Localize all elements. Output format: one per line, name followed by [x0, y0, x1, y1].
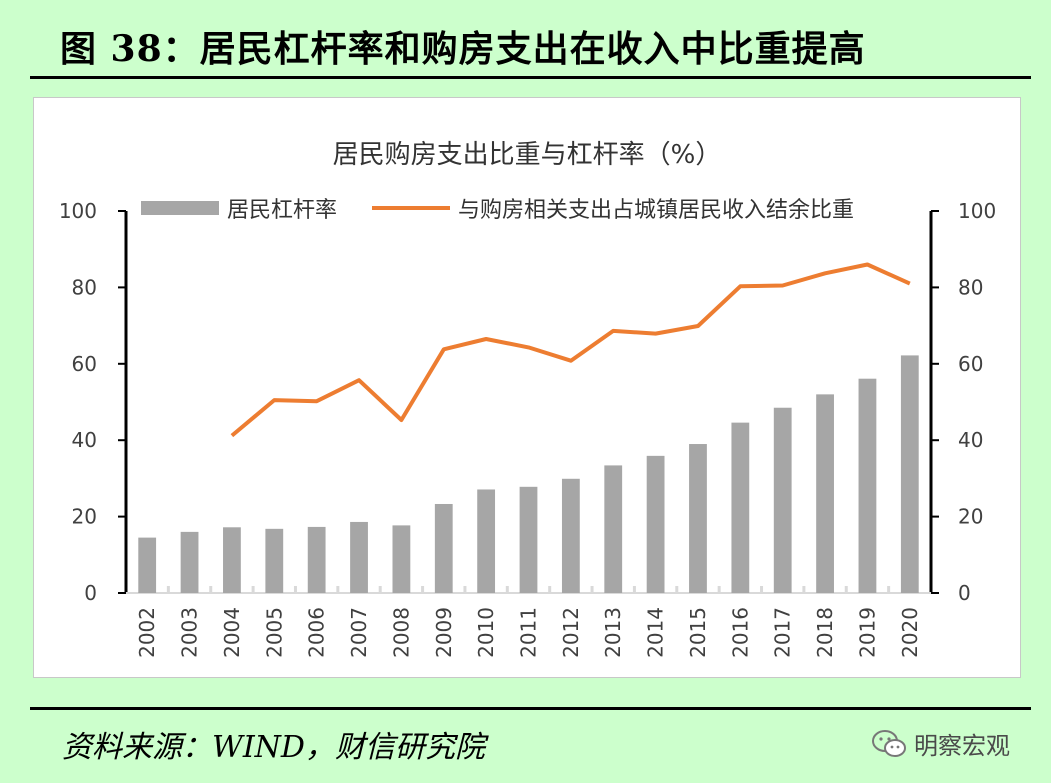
bar	[816, 394, 834, 593]
bar	[689, 444, 707, 593]
bar	[477, 489, 496, 593]
y-tick-label-right: 0	[958, 581, 971, 605]
x-tick-label: 2007	[347, 607, 371, 658]
x-tick-label: 2011	[517, 607, 541, 658]
bar	[265, 528, 284, 593]
y-tick-label-right: 60	[958, 352, 983, 376]
y-tick-label-left: 0	[84, 581, 97, 605]
legend-label-leverage: 居民杠杆率	[227, 198, 337, 223]
x-tick-label: 2015	[686, 607, 710, 658]
y-tick-label-left: 60	[72, 352, 97, 376]
bar	[604, 465, 623, 593]
wechat-icon	[872, 729, 906, 757]
plot-area: 0 20 40 60 80 100 0 20 40 60 80 100 2002 2003 2004 2005…	[59, 199, 996, 658]
y-tick-label-right: 40	[958, 428, 983, 452]
title-rule	[30, 76, 1031, 79]
x-tick-label: 2019	[855, 607, 879, 658]
x-tick-label: 2003	[178, 607, 202, 658]
bar	[731, 422, 750, 593]
bar	[434, 503, 453, 593]
y-tick-label-left: 20	[72, 505, 97, 529]
bar	[180, 531, 199, 593]
y-tick-label-right: 80	[958, 275, 983, 299]
bar	[307, 526, 326, 593]
bar	[773, 407, 792, 593]
watermark: 明察宏观	[872, 726, 1010, 761]
legend-swatch-bar	[141, 201, 219, 215]
watermark-label: 明察宏观	[914, 732, 1010, 760]
y-tick-label-right: 100	[958, 199, 996, 223]
x-tick-label: 2012	[559, 607, 583, 658]
chart-title: 居民购房支出比重与杠杆率（%）	[333, 140, 722, 170]
bar	[858, 378, 877, 593]
x-tick-label: 2017	[771, 607, 795, 658]
y-tick-label-left: 40	[72, 428, 97, 452]
bar	[138, 537, 157, 593]
bar	[350, 521, 368, 593]
legend: 居民杠杆率 与购房相关支出占城镇居民收入结余比重	[141, 198, 854, 223]
footer-rule	[30, 707, 1031, 710]
bar	[223, 527, 241, 593]
x-tick-label: 2018	[813, 607, 837, 658]
x-tick-label: 2006	[305, 607, 329, 658]
y-tick-label-right: 20	[958, 505, 983, 529]
y-tick-label-left: 80	[72, 275, 97, 299]
figure-title: 图 38：居民杠杆率和购房支出在收入中比重提高	[60, 28, 866, 70]
source-note: 资料来源：WIND，财信研究院	[62, 730, 485, 765]
series-line	[230, 262, 911, 438]
chart-svg: 居民购房支出比重与杠杆率（%） 居民杠杆率 与购房相关支出占城镇居民收入结余比重…	[59, 140, 996, 658]
x-tick-label: 2010	[474, 607, 498, 658]
x-tick-label: 2002	[135, 607, 159, 658]
bar	[519, 486, 538, 593]
x-tick-label: 2005	[262, 607, 286, 658]
chart-panel: 居民购房支出比重与杠杆率（%） 居民杠杆率 与购房相关支出占城镇居民收入结余比重…	[33, 97, 1021, 678]
bar	[392, 525, 411, 593]
bar	[561, 478, 580, 593]
x-tick-label: 2020	[898, 607, 922, 658]
x-tick-label: 2014	[644, 607, 668, 658]
legend-label-housing-share: 与购房相关支出占城镇居民收入结余比重	[458, 198, 854, 223]
x-tick-label: 2016	[728, 607, 752, 658]
x-tick-label: 2009	[432, 607, 456, 658]
bar	[900, 355, 919, 593]
x-tick-label: 2004	[220, 607, 244, 658]
x-tick-label: 2008	[389, 607, 413, 658]
bar	[646, 455, 665, 593]
y-tick-label-left: 100	[59, 199, 97, 223]
x-tick-label: 2013	[601, 607, 625, 658]
